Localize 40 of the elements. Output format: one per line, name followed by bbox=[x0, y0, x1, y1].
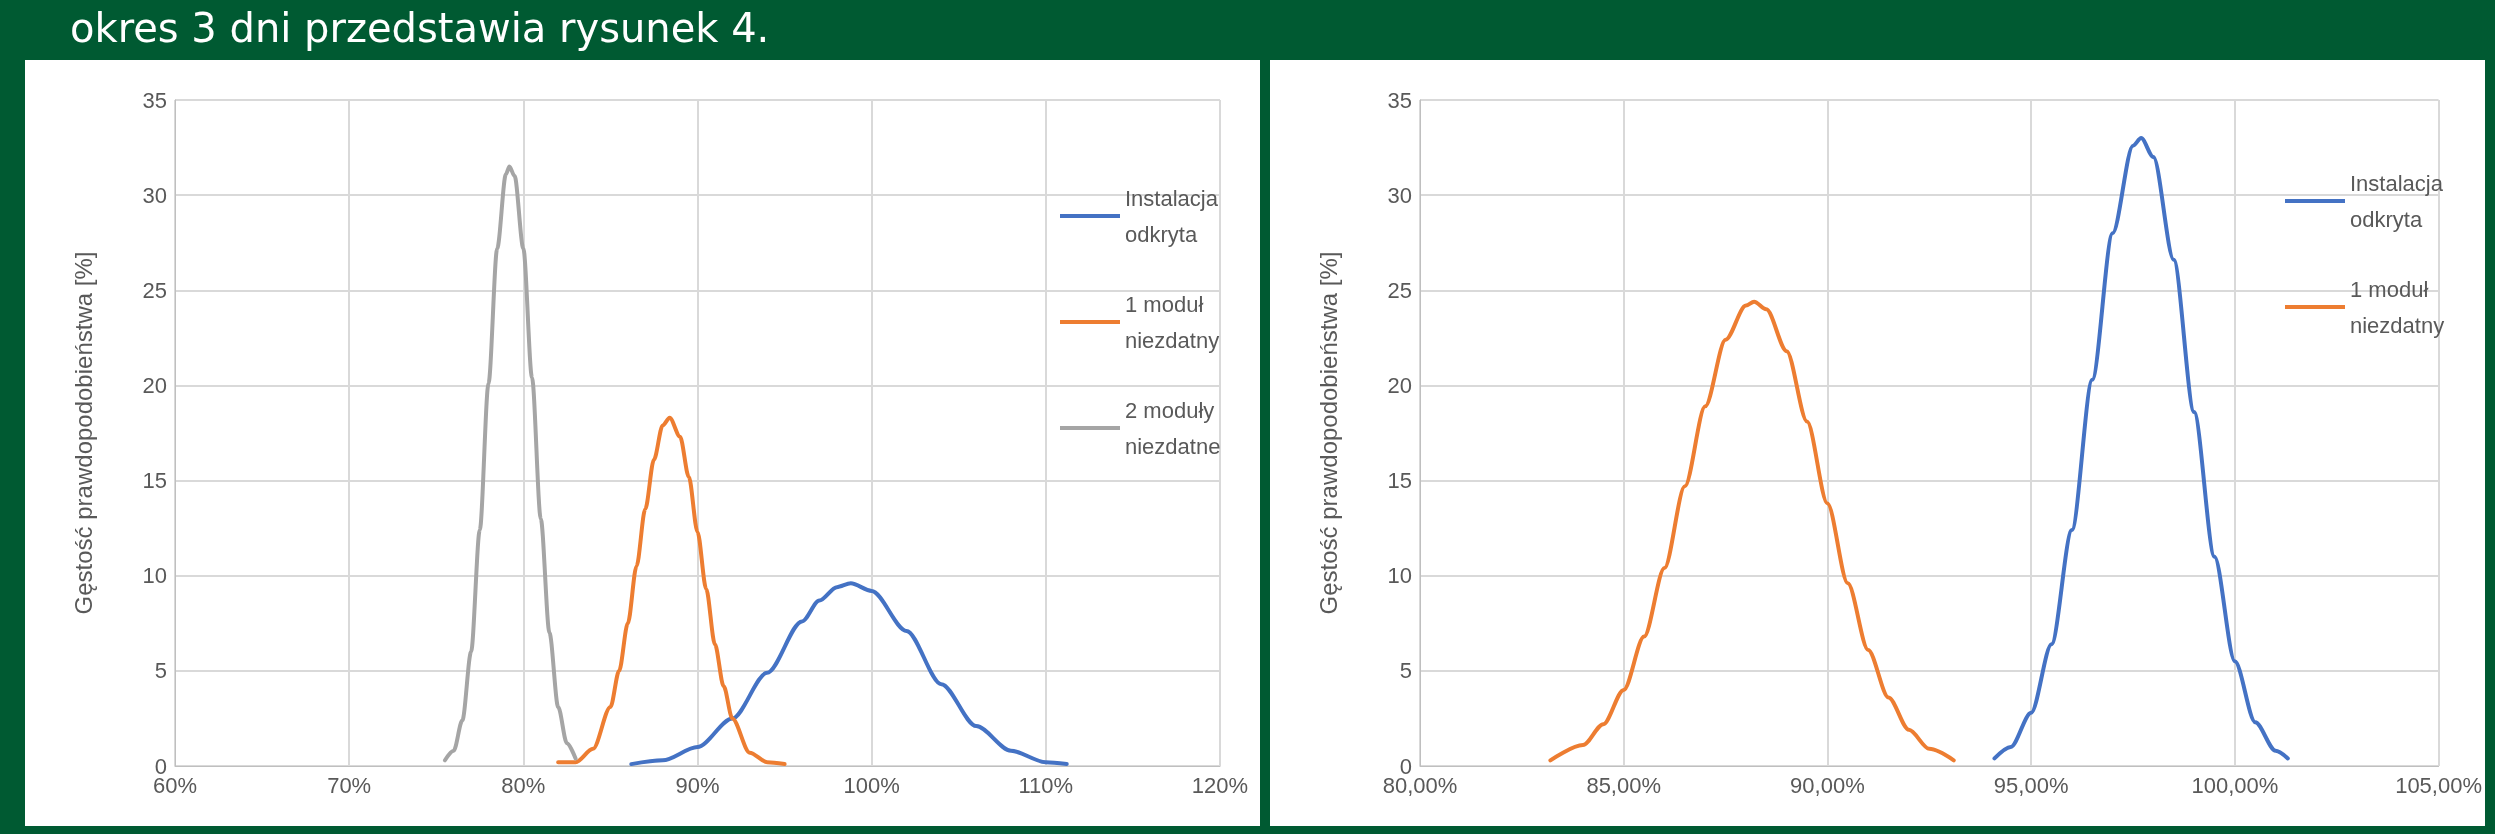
y-axis-title: Gęstość prawdopodobieństwa [%] bbox=[1314, 251, 1342, 615]
y-tick-label: 5 bbox=[1399, 658, 1412, 684]
legend-label: Instalacja odkryta bbox=[2350, 170, 2450, 232]
text: okres 3 dni przedstawia rysunek 4. bbox=[70, 4, 770, 52]
x-tick-label: 85,00% bbox=[1586, 772, 1662, 798]
x-tick-label: 90% bbox=[675, 772, 720, 798]
y-tick-label: 25 bbox=[1387, 277, 1412, 303]
legend-label: 1 moduł niezdatny bbox=[1125, 291, 1220, 353]
legend-label: Instalacja odkryta bbox=[1125, 185, 1225, 247]
y-tick-label: 20 bbox=[1387, 372, 1412, 398]
y-tick-label: 10 bbox=[1387, 563, 1412, 589]
y-tick-label: 15 bbox=[142, 468, 167, 494]
y-axis-title: Gęstość prawdopodobieństwa [%] bbox=[69, 251, 97, 615]
line-series bbox=[442, 164, 578, 763]
y-tick-label: 10 bbox=[142, 563, 167, 589]
y-tick-label: 0 bbox=[154, 753, 167, 779]
y-tick-label: 35 bbox=[1387, 87, 1412, 113]
x-tick-label: 100% bbox=[843, 772, 900, 798]
x-tick-label: 105,00% bbox=[2395, 772, 2482, 798]
line-series bbox=[629, 581, 1069, 767]
line-series bbox=[556, 415, 787, 767]
x-tick-label: 110% bbox=[1018, 772, 1074, 798]
y-tick-label: 0 bbox=[1399, 753, 1412, 779]
y-tick-label: 20 bbox=[142, 372, 167, 398]
x-tick-label: 100,00% bbox=[2191, 772, 2279, 798]
x-tick-label: 95,00% bbox=[1993, 772, 2069, 798]
y-tick-label: 30 bbox=[142, 182, 167, 208]
y-tick-label: 30 bbox=[1387, 182, 1412, 208]
y-tick-label: 15 bbox=[1387, 468, 1412, 494]
y-tick-label: 35 bbox=[142, 87, 167, 113]
y-tick-label: 25 bbox=[142, 277, 167, 303]
line-series bbox=[1548, 299, 1956, 763]
legend-label: 2 moduły niezdatne bbox=[1125, 397, 1221, 459]
legend-label: 1 moduł niezdatny bbox=[2350, 276, 2445, 338]
x-tick-label: 120% bbox=[1191, 772, 1249, 798]
x-tick-label: 80% bbox=[501, 772, 546, 798]
y-tick-label: 5 bbox=[154, 658, 167, 684]
x-tick-label: 70% bbox=[327, 772, 372, 798]
line-series bbox=[1992, 136, 2290, 761]
x-tick-label: 90,00% bbox=[1790, 772, 1865, 798]
